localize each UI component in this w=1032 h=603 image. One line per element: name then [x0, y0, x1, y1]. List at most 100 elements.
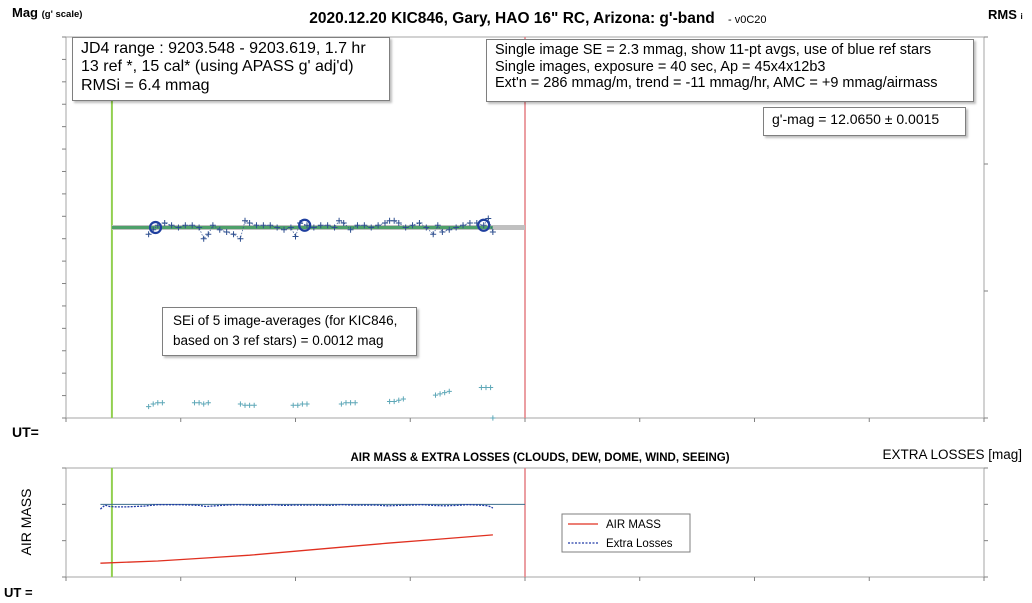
mag-data-point [303, 222, 310, 229]
info-box-line: Single images, exposure = 40 sec, Ap = 4… [495, 58, 826, 75]
top-y-axis-label: Mag (g' scale) [12, 5, 82, 20]
mag-series-line [148, 217, 494, 240]
mag-data-point [182, 222, 189, 229]
info-box-line: RMSi = 6.4 mmag [81, 76, 210, 94]
rms-data-point [242, 402, 248, 408]
mag-data-point [466, 220, 473, 227]
extra-losses-line [99, 504, 494, 510]
mag-data-point [196, 224, 203, 231]
mag-data-point [292, 233, 299, 240]
rms-data-point [396, 397, 402, 403]
rms-data-point [437, 391, 443, 397]
mag-data-point [402, 224, 409, 231]
mag-data-point [361, 222, 368, 229]
info-box-sei: SEi of 5 image-averages (for KIC846, bas… [162, 307, 417, 356]
mag-data-point [347, 226, 354, 233]
rms-data-point [446, 388, 452, 394]
top-chart-title: 2020.12.20 KIC846, Gary, HAO 16" RC, Ari… [309, 10, 715, 27]
mag-data-point [253, 222, 260, 229]
mag-data-point [430, 231, 437, 238]
mag-data-point [267, 222, 274, 229]
info-box-gmag: g'-mag = 12.0650 ± 0.0015 [763, 107, 966, 136]
rms-data-point [304, 401, 310, 407]
bottom-legend: AIR MASS Extra Losses [561, 513, 691, 553]
info-box-line: Ext'n = 286 mmag/m, trend = -11 mmag/hr,… [495, 75, 938, 92]
mag-data-point [260, 222, 267, 229]
mag-data-point [310, 224, 317, 231]
rms-data-point [150, 401, 156, 407]
mag-data-point [446, 226, 453, 233]
mag-data-point [489, 228, 496, 235]
mag-data-point [223, 228, 230, 235]
info-box-line: 13 ref *, 15 cal* (using APASS g' adj'd) [81, 58, 354, 76]
mag-data-point [416, 220, 423, 227]
rms-data-point [347, 400, 354, 406]
bottom-y-axis-label: AIR MASS [18, 489, 34, 556]
rms-data-point [352, 400, 358, 406]
mag-data-point [287, 224, 294, 231]
rms-data-point [247, 402, 253, 408]
air-mass-line [100, 534, 493, 564]
rms-data-point [338, 401, 344, 407]
mag-data-point [216, 226, 223, 233]
info-box-line: Single image SE = 2.3 mmag, show 11-pt a… [495, 42, 932, 58]
gmag-value: g'-mag = 12.0650 ± 0.0015 [772, 111, 940, 127]
legend-extra-losses-label: Extra Losses [606, 538, 673, 550]
rms-data-point [299, 401, 305, 407]
rms-data-point [251, 402, 257, 408]
mag-data-point [368, 224, 375, 231]
legend-air-mass-label: AIR MASS [606, 519, 661, 531]
rms-data-point [487, 384, 494, 391]
mag-data-point [354, 222, 361, 229]
rms-data-point [290, 402, 296, 408]
info-box-line: based on 3 ref stars) = 0.0012 mag [173, 332, 384, 348]
mag-data-point [460, 222, 467, 229]
rms-data-point [205, 400, 211, 406]
rms-data-point [432, 392, 439, 398]
info-box-line: SEi of 5 image-averages (for KIC846, [173, 313, 398, 328]
mag-data-point [246, 220, 253, 227]
mag-data-point [242, 217, 249, 224]
mag-data-point [200, 235, 207, 242]
rms-data-point [155, 400, 161, 406]
rms-data-point [343, 400, 349, 406]
mag-data-point [324, 222, 331, 229]
rms-data-point [386, 398, 393, 405]
mag-data-point [281, 226, 288, 233]
mag-data-point [237, 235, 244, 242]
mag-data-point [434, 222, 441, 229]
mag-data-point [274, 224, 281, 231]
mag-data-point [336, 217, 343, 224]
info-box-jd-range: JD4 range : 9203.548 - 9203.619, 1.7 hr … [72, 37, 390, 101]
mag-data-point [453, 224, 460, 231]
mag-data-point [230, 231, 237, 238]
mag-data-point [391, 217, 398, 224]
bottom-chart-title: AIR MASS & EXTRA LOSSES (CLOUDS, DEW, DO… [350, 452, 729, 464]
rms-data-point [196, 400, 202, 406]
mag-data-point [161, 220, 168, 227]
rms-data-point [191, 400, 198, 406]
mag-data-point [205, 231, 212, 238]
rms-data-point [295, 402, 301, 408]
top-y2-axis-label: RMS i [988, 7, 1023, 22]
rms-data-point [237, 401, 244, 407]
rms-data-point [400, 396, 406, 402]
average-point [148, 220, 163, 235]
average-point [477, 218, 491, 232]
rms-data-point [159, 400, 165, 406]
bottom-x-axis-prefix: UT = [4, 585, 33, 600]
bottom-y2-axis-label: EXTRA LOSSES [mag] [882, 447, 1022, 462]
mag-data-point [340, 220, 347, 227]
top-chart-title-suffix: - v0C20 [728, 14, 767, 26]
rms-data-point [490, 415, 496, 421]
top-plot-area [62, 36, 988, 422]
bottom-plot-area [62, 467, 988, 581]
mag-data-point [409, 222, 416, 229]
rms-data-point [478, 384, 484, 391]
rms-data-point [391, 398, 397, 405]
mag-data-point [331, 224, 338, 231]
mag-data-point [382, 220, 389, 227]
mag-data-point [423, 224, 430, 231]
mag-data-point [480, 222, 487, 229]
